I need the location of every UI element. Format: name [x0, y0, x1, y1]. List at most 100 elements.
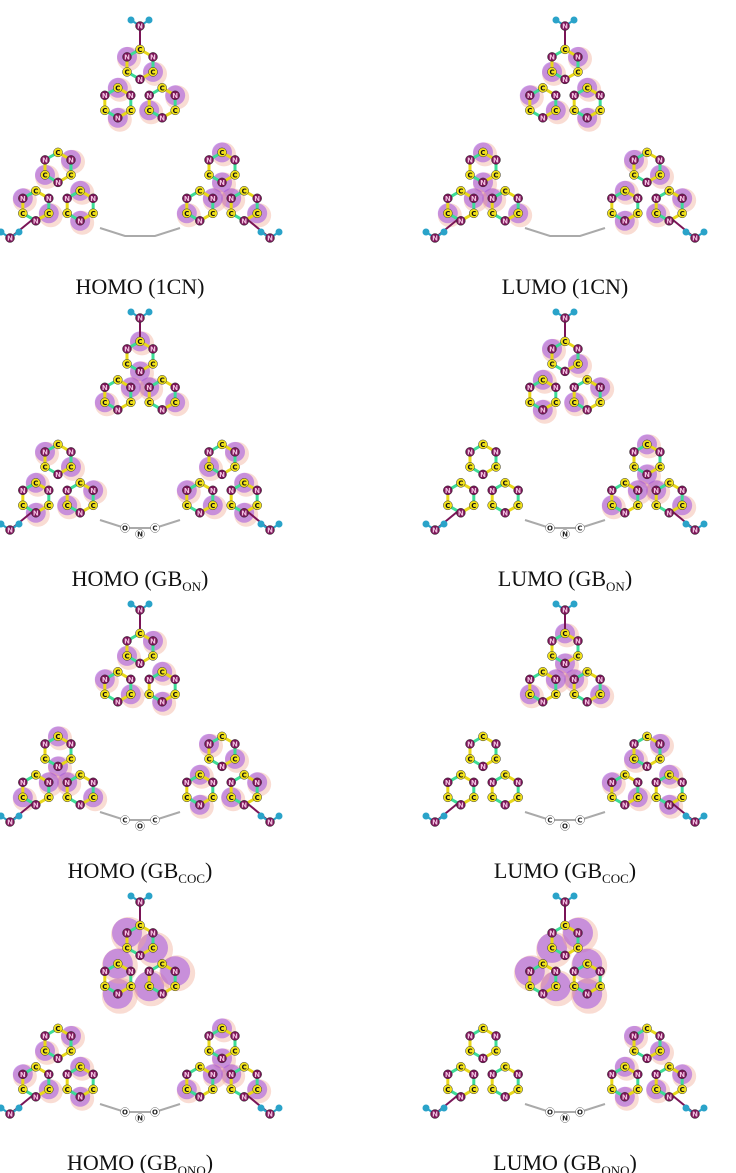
atom-label: C: [490, 502, 495, 510]
atom-label: N: [33, 1093, 39, 1101]
atom-label: N: [210, 1071, 216, 1079]
atom-label: C: [562, 630, 567, 638]
caption: LUMO (1CN): [502, 274, 629, 299]
hydrogen: [701, 813, 708, 820]
atom-label: N: [219, 1055, 225, 1063]
atom-label: C: [644, 733, 649, 741]
atom-label: N: [489, 779, 495, 787]
atom-label: C: [255, 210, 260, 218]
atom-label: N: [55, 763, 61, 771]
atom-label: O: [562, 823, 568, 831]
atom-label: N: [232, 448, 238, 456]
atom-label: N: [622, 217, 628, 225]
hydrogen: [571, 309, 578, 316]
atom-label: N: [146, 676, 152, 684]
atom-label: N: [146, 384, 152, 392]
atom-label: N: [64, 487, 70, 495]
atom-label: C: [654, 210, 659, 218]
atom-label: C: [493, 463, 498, 471]
atom-label: N: [68, 740, 74, 748]
atom-label: C: [657, 755, 662, 763]
atom-label: N: [540, 406, 546, 414]
atom-label: N: [254, 1071, 260, 1079]
atom-label: C: [128, 983, 133, 991]
atom-label: N: [657, 740, 663, 748]
atom-label: C: [471, 794, 476, 802]
atom-label: C: [622, 479, 627, 487]
atom-label: C: [577, 817, 582, 825]
atom-label: C: [480, 149, 485, 157]
atom-label: N: [657, 156, 663, 164]
hydrogen: [423, 521, 430, 528]
atom-label: C: [667, 1063, 672, 1071]
atom-label: N: [635, 1071, 641, 1079]
atom-label: C: [516, 794, 521, 802]
atom-label: C: [128, 107, 133, 115]
atom-label: N: [33, 509, 39, 517]
atom-label: N: [549, 53, 555, 61]
atom-label: C: [540, 960, 545, 968]
atom-label: N: [562, 368, 568, 376]
hydrogen: [276, 521, 283, 528]
atom-label: N: [666, 509, 672, 517]
atom-label: C: [152, 525, 157, 533]
atom-label: N: [653, 487, 659, 495]
atom-label: N: [77, 509, 83, 517]
hydrogen: [128, 17, 135, 24]
atom-label: C: [635, 1086, 640, 1094]
bridge: [525, 520, 605, 528]
atom-label: N: [445, 1071, 451, 1079]
atom-label: N: [42, 156, 48, 164]
atom-label: N: [644, 1055, 650, 1063]
atom-label: N: [267, 819, 273, 827]
atom-label: N: [666, 801, 672, 809]
atom-label: N: [480, 1055, 486, 1063]
atom-label: C: [527, 107, 532, 115]
caption-tail: ): [206, 1150, 213, 1173]
caption-subscript: ONO: [178, 1163, 206, 1173]
atoms: CNCNCNCNCNCNCNCNCNCNCNCNCNCNCNCNCNCNCNCN…: [423, 309, 708, 539]
atom-label: C: [242, 771, 247, 779]
atom-label: N: [458, 801, 464, 809]
atom-label: C: [549, 944, 554, 952]
atom-label: C: [78, 187, 83, 195]
hydrogen: [423, 813, 430, 820]
atom-label: N: [692, 527, 698, 535]
atom-label: N: [553, 92, 559, 100]
atom-label: N: [679, 1071, 685, 1079]
atom-label: N: [493, 740, 499, 748]
atom-label: N: [515, 195, 521, 203]
atom-label: C: [68, 171, 73, 179]
atom-label: N: [267, 235, 273, 243]
atom-label: C: [572, 399, 577, 407]
atom-label: N: [644, 471, 650, 479]
atom-label: N: [146, 92, 152, 100]
atom-label: N: [622, 1093, 628, 1101]
atom-label: C: [206, 463, 211, 471]
atom-label: N: [644, 763, 650, 771]
atom-label: C: [91, 1086, 96, 1094]
atom-label: C: [540, 84, 545, 92]
caption-tail: ): [205, 858, 212, 883]
atom-label: C: [490, 210, 495, 218]
atom-label: C: [242, 187, 247, 195]
atom-label: C: [631, 1047, 636, 1055]
atom-label: C: [635, 502, 640, 510]
panel: CNCNCNCNCNCNCNCNCNCNCNCNCNCNCNCNCNCNCNCN…: [0, 893, 283, 1173]
atom-label: C: [206, 171, 211, 179]
atom-label: N: [489, 487, 495, 495]
atom-label: C: [680, 794, 685, 802]
atom-label: N: [458, 1093, 464, 1101]
atom-label: C: [128, 691, 133, 699]
atom-label: N: [679, 779, 685, 787]
hydrogen: [146, 17, 153, 24]
hydrogen: [441, 229, 448, 236]
caption: LUMO (GBON): [498, 566, 632, 594]
atom-label: C: [219, 1025, 224, 1033]
atom-label: C: [68, 755, 73, 763]
hydrogen: [258, 1105, 265, 1112]
atom-label: N: [445, 779, 451, 787]
atom-label: N: [137, 660, 143, 668]
hydrogen: [128, 893, 135, 900]
orbital-lobes: [26, 331, 258, 526]
